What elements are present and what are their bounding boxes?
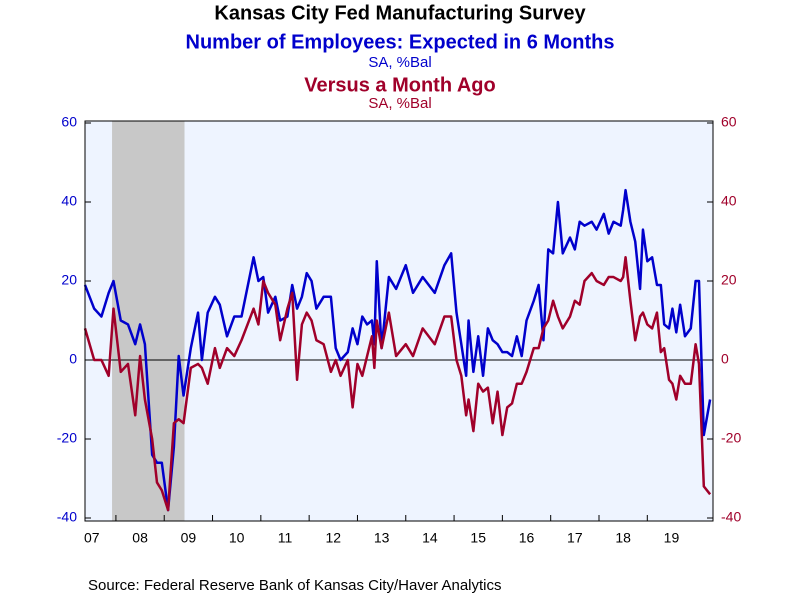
x-tick-label: 14 — [422, 530, 438, 546]
series-title: Number of Employees: Expected in 6 Month… — [186, 31, 615, 53]
series-line — [83, 188, 712, 512]
x-tick-label: 18 — [615, 530, 631, 546]
chart-title: Kansas City Fed Manufacturing Survey — [214, 2, 586, 24]
x-tick-label: 12 — [326, 530, 342, 546]
x-tick-label: 11 — [278, 530, 293, 546]
series-units: SA, %Bal — [368, 95, 431, 112]
x-tick-label: 09 — [181, 530, 197, 546]
y2-tick-label: -40 — [721, 509, 741, 525]
x-tick-label: 19 — [664, 530, 680, 546]
y2-tick-label: 0 — [721, 351, 729, 367]
y2-tick-label: 60 — [721, 114, 737, 130]
y2-tick-label: -20 — [721, 430, 741, 446]
x-tick-label: 16 — [519, 530, 535, 546]
y-tick-label: 0 — [69, 351, 77, 367]
y-tick-label: 60 — [61, 114, 77, 130]
y-tick-label: 40 — [61, 193, 77, 209]
x-tick-label: 08 — [132, 530, 148, 546]
y2-tick-label: 40 — [721, 193, 737, 209]
x-tick-label: 10 — [229, 530, 245, 546]
plot-area — [85, 121, 713, 521]
series-units: SA, %Bal — [368, 54, 431, 71]
y-tick-label: 20 — [61, 272, 77, 288]
series-line — [83, 256, 712, 512]
x-tick-label: 13 — [374, 530, 390, 546]
y2-tick-label: 20 — [721, 272, 737, 288]
y-tick-label: -20 — [57, 430, 77, 446]
x-tick-label: 17 — [567, 530, 583, 546]
source: Source: Federal Reserve Bank of Kansas C… — [88, 577, 502, 594]
y-tick-label: -40 — [57, 509, 77, 525]
x-tick-label: 07 — [84, 530, 100, 546]
x-tick-label: 15 — [470, 530, 486, 546]
series-title: Versus a Month Ago — [304, 74, 496, 96]
plot-frame — [84, 120, 714, 522]
